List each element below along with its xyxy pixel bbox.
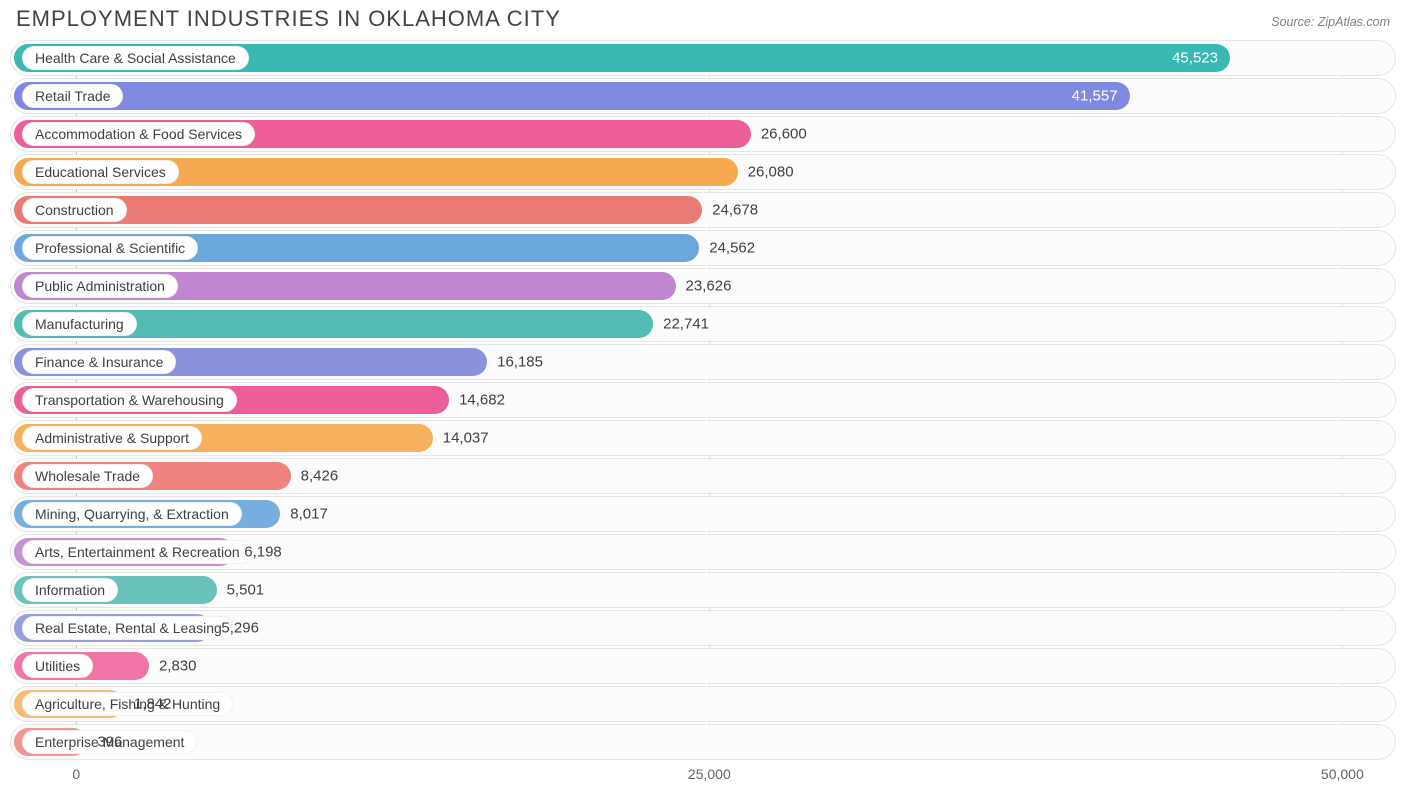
- bar-row-inner: Utilities 2,830: [14, 652, 1392, 680]
- bar-row-inner: Mining, Quarrying, & Extraction 8,017: [14, 500, 1392, 528]
- bar-row-inner: Arts, Entertainment & Recreation6,198: [14, 538, 1392, 566]
- category-label: Arts, Entertainment & Recreation: [22, 540, 253, 564]
- bar-row: Accommodation & Food Services 26,600: [10, 116, 1396, 152]
- category-label: Agriculture, Fishing & Hunting: [22, 692, 233, 716]
- category-label: Health Care & Social Assistance: [22, 46, 249, 70]
- bar-row: Information 5,501: [10, 572, 1396, 608]
- bar-row: Manufacturing 22,741: [10, 306, 1396, 342]
- bar-row-inner: Agriculture, Fishing & Hunting1,842: [14, 690, 1392, 718]
- category-label: Utilities: [22, 654, 93, 678]
- category-label: Information: [22, 578, 118, 602]
- chart-rows: 45,523 Health Care & Social Assistance 41,…: [10, 40, 1396, 760]
- bar-row: 41,557 Retail Trade: [10, 78, 1396, 114]
- bar-row: Utilities 2,830: [10, 648, 1396, 684]
- chart-source: Source: ZipAtlas.com: [1271, 15, 1390, 29]
- bar-row-inner: Information 5,501: [14, 576, 1392, 604]
- category-label: Administrative & Support: [22, 426, 202, 450]
- bar: 41,557: [14, 82, 1130, 110]
- value-label: 1,842: [134, 696, 172, 713]
- value-label: 8,017: [290, 506, 328, 523]
- bar-row: Arts, Entertainment & Recreation6,198: [10, 534, 1396, 570]
- x-axis: 0 25,000 50,000: [10, 762, 1396, 792]
- bar-row-inner: Real Estate, Rental & Leasing5,296: [14, 614, 1392, 642]
- value-label: 14,037: [443, 430, 489, 447]
- category-label: Professional & Scientific: [22, 236, 198, 260]
- category-label: Manufacturing: [22, 312, 137, 336]
- bar-row: Construction 24,678: [10, 192, 1396, 228]
- bar-row-inner: Finance & Insurance 16,185: [14, 348, 1392, 376]
- bar-row-inner: Professional & Scientific 24,562: [14, 234, 1392, 262]
- value-label: 24,678: [712, 202, 758, 219]
- bar-row: Finance & Insurance 16,185: [10, 344, 1396, 380]
- bar-row-inner: Public Administration 23,626: [14, 272, 1392, 300]
- axis-tick: 25,000: [688, 766, 731, 782]
- axis-tick: 50,000: [1321, 766, 1364, 782]
- category-label: Transportation & Warehousing: [22, 388, 237, 412]
- category-label: Real Estate, Rental & Leasing: [22, 616, 235, 640]
- category-label: Wholesale Trade: [22, 464, 153, 488]
- value-label: 14,682: [459, 392, 505, 409]
- bar-row-inner: Manufacturing 22,741: [14, 310, 1392, 338]
- chart-title: EMPLOYMENT INDUSTRIES IN OKLAHOMA CITY: [16, 6, 561, 32]
- bar-row-inner: Administrative & Support 14,037: [14, 424, 1392, 452]
- category-label: Construction: [22, 198, 127, 222]
- value-label: 26,600: [761, 126, 807, 143]
- bar-row-inner: 45,523 Health Care & Social Assistance: [14, 44, 1392, 72]
- value-label: 5,501: [227, 582, 265, 599]
- bar-row: Professional & Scientific 24,562: [10, 230, 1396, 266]
- bar-row-inner: Transportation & Warehousing 14,682: [14, 386, 1392, 414]
- bar-row-inner: Accommodation & Food Services 26,600: [14, 120, 1392, 148]
- bar-row: Enterprise Management396: [10, 724, 1396, 760]
- bar-row: Educational Services 26,080: [10, 154, 1396, 190]
- category-label: Mining, Quarrying, & Extraction: [22, 502, 242, 526]
- category-label: Accommodation & Food Services: [22, 122, 255, 146]
- value-label: 41,557: [1072, 88, 1118, 105]
- bar-row: 45,523 Health Care & Social Assistance: [10, 40, 1396, 76]
- chart-area: 45,523 Health Care & Social Assistance 41,…: [10, 40, 1396, 792]
- axis-tick: 0: [72, 766, 80, 782]
- bar-row: Real Estate, Rental & Leasing5,296: [10, 610, 1396, 646]
- bar-row-inner: Construction 24,678: [14, 196, 1392, 224]
- bar-row: Wholesale Trade 8,426: [10, 458, 1396, 494]
- chart-header: EMPLOYMENT INDUSTRIES IN OKLAHOMA CITY S…: [10, 6, 1396, 40]
- bar-row: Mining, Quarrying, & Extraction 8,017: [10, 496, 1396, 532]
- bar-row-inner: Wholesale Trade 8,426: [14, 462, 1392, 490]
- value-label: 24,562: [709, 240, 755, 257]
- category-label: Public Administration: [22, 274, 178, 298]
- value-label: 396: [97, 734, 122, 751]
- category-label: Retail Trade: [22, 84, 123, 108]
- bar-row: Administrative & Support 14,037: [10, 420, 1396, 456]
- value-label: 45,523: [1172, 50, 1218, 67]
- value-label: 5,296: [221, 620, 259, 637]
- bar-row-inner: Enterprise Management396: [14, 728, 1392, 756]
- source-label: Source:: [1271, 15, 1318, 29]
- bar-row-inner: 41,557 Retail Trade: [14, 82, 1392, 110]
- bar-row: Public Administration 23,626: [10, 268, 1396, 304]
- value-label: 26,080: [748, 164, 794, 181]
- value-label: 22,741: [663, 316, 709, 333]
- bar-row: Transportation & Warehousing 14,682: [10, 382, 1396, 418]
- bar-row-inner: Educational Services 26,080: [14, 158, 1392, 186]
- value-label: 8,426: [301, 468, 339, 485]
- category-label: Educational Services: [22, 160, 179, 184]
- category-label: Finance & Insurance: [22, 350, 176, 374]
- bar-row: Agriculture, Fishing & Hunting1,842: [10, 686, 1396, 722]
- value-label: 2,830: [159, 658, 197, 675]
- value-label: 6,198: [244, 544, 282, 561]
- source-name: ZipAtlas.com: [1318, 15, 1390, 29]
- value-label: 16,185: [497, 354, 543, 371]
- value-label: 23,626: [686, 278, 732, 295]
